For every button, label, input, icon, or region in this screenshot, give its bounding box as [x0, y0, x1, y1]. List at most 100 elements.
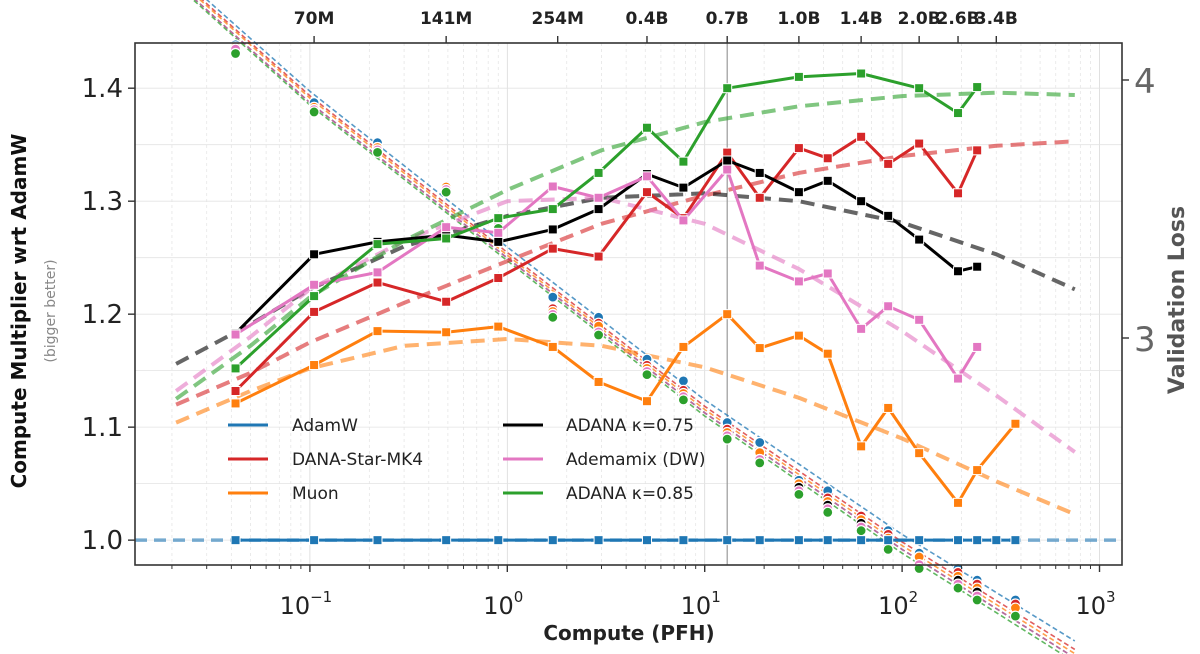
- ademamix-dw-point: [230, 329, 241, 340]
- y-axis-label-right: Validation Loss: [1165, 206, 1190, 394]
- adana-kappa-0-75-point: [722, 155, 733, 166]
- ademamix-dw-point: [722, 164, 733, 175]
- ademamix-dw-series: [230, 164, 983, 384]
- muon-point: [883, 402, 894, 413]
- adamw-point: [309, 535, 320, 546]
- ademamix-dw-point: [972, 341, 983, 352]
- adamw-point: [678, 535, 689, 546]
- adana-kappa-0-85-point: [972, 82, 983, 93]
- legend-entry-muon: Muon: [228, 484, 339, 504]
- x-tick-base: 10: [681, 592, 712, 620]
- adana-kappa-0-85-point: [856, 68, 867, 79]
- dana-star-mk4-loss-fit-line: [201, 0, 1076, 651]
- dana-star-mk4-point: [441, 296, 452, 307]
- muon-point: [953, 497, 964, 508]
- muon-point: [914, 448, 925, 459]
- adana-kappa-0-85-loss-point: [440, 186, 452, 198]
- dana-star-mk4-line: [234, 135, 979, 393]
- x-tick-base: 10: [280, 592, 311, 620]
- legend-entry-adamw: AdamW: [228, 416, 358, 436]
- adamw-point: [722, 535, 733, 546]
- top-tick-label: 2.0B: [898, 9, 941, 29]
- ademamix-dw-point: [754, 260, 765, 271]
- adana-kappa-0-85-loss-point: [308, 106, 320, 118]
- top-tick-label: 1.0B: [777, 9, 820, 29]
- x-tick-base: 10: [878, 592, 909, 620]
- ademamix-dw-point: [678, 215, 689, 226]
- muon-point: [793, 330, 804, 341]
- legend-entry-dana-star-mk4: DANA-Star-MK4: [228, 450, 423, 470]
- adamw-point: [793, 535, 804, 546]
- adamw-point: [991, 535, 1002, 546]
- x-tick-exponent: 2: [909, 588, 919, 606]
- adana-kappa-0-75-point: [953, 266, 964, 277]
- ademamix-dw-point: [822, 268, 833, 279]
- adana-kappa-0-75-point: [309, 249, 320, 260]
- adana-kappa-0-85-point: [593, 167, 604, 178]
- plot-frame: [134, 42, 1123, 566]
- ademamix-dw-loss-fit-line: [194, 0, 1071, 654]
- adamw-point: [547, 535, 558, 546]
- y-tick-label: 1.2: [82, 300, 123, 330]
- dana-star-mk4-point: [914, 138, 925, 149]
- adana-kappa-0-85-loss-series: [229, 47, 1022, 622]
- legend-label: Muon: [292, 484, 339, 504]
- dana-star-mk4-point: [309, 306, 320, 317]
- x-tick-base: 10: [1075, 592, 1106, 620]
- adamw-point: [754, 535, 765, 546]
- adana-kappa-0-85-loss-point: [592, 329, 605, 341]
- y-tick-label: 1.3: [82, 187, 123, 217]
- adana-kappa-0-85-point: [641, 122, 652, 133]
- adana-kappa-0-75-point: [822, 175, 833, 186]
- adana-kappa-0-75-point: [678, 182, 689, 193]
- muon-point: [547, 341, 558, 352]
- dana-star-mk4-point: [822, 153, 833, 164]
- adana-kappa-0-85-loss-point: [952, 582, 964, 594]
- adana-kappa-0-75-point: [914, 234, 925, 245]
- adamw-point: [883, 535, 894, 546]
- adana-kappa-0-85-point: [230, 363, 241, 374]
- top-tick-label: 141M: [420, 9, 472, 29]
- x-tick-exponent: 1: [711, 588, 721, 606]
- adana-kappa-0-85-point: [441, 233, 452, 244]
- top-tick-label: 2.6B: [936, 9, 979, 29]
- legend-entry-adana-075: ADANA κ=0.75: [503, 416, 694, 436]
- adana-kappa-0-85-fit-line: [174, 90, 1075, 401]
- y-axis-label-left: Compute Multiplier wrt AdamW: [7, 134, 31, 489]
- adamw-point: [641, 535, 652, 546]
- adana-kappa-0-85-loss-point: [882, 543, 894, 556]
- adana-kappa-0-85-loss-point: [793, 488, 805, 500]
- ademamix-dw-point: [593, 192, 604, 203]
- adamw-loss-point: [547, 291, 559, 303]
- adana-kappa-0-85-point: [309, 291, 320, 302]
- legend-entry-ademamix: Ademamix (DW): [503, 450, 705, 470]
- muon-point: [972, 465, 983, 476]
- adana-kappa-0-75-point: [883, 210, 894, 221]
- adana-kappa-0-85-loss-point: [547, 311, 559, 323]
- muon-loss-fit-line: [199, 0, 1076, 654]
- x-tick-base: 10: [483, 592, 514, 620]
- adana-kappa-0-75-point: [972, 261, 983, 272]
- adamw-series: [230, 535, 1021, 546]
- dana-star-mk4-point: [754, 192, 765, 203]
- ademamix-dw-point: [793, 276, 804, 287]
- ademamix-dw-line: [234, 168, 979, 381]
- x-tick-exponent: 3: [1106, 588, 1116, 606]
- adana-kappa-0-85-point: [953, 108, 964, 119]
- ademamix-dw-point: [641, 171, 652, 182]
- muon-point: [493, 321, 504, 332]
- adamw-point: [953, 535, 964, 546]
- top-tick-label: 254M: [531, 9, 583, 29]
- ademamix-dw-point: [441, 222, 452, 233]
- muon-line: [234, 312, 1017, 505]
- y-tick-label: 1.0: [82, 526, 123, 556]
- dana-star-mk4-point: [547, 243, 558, 254]
- y-axis-sublabel-left: (bigger better): [43, 259, 59, 362]
- ademamix-dw-point: [856, 323, 867, 334]
- ademamix-dw-fit-line: [174, 195, 1076, 454]
- muon-point: [372, 326, 383, 337]
- dana-star-mk4-series: [230, 131, 983, 396]
- ademamix-dw-point: [372, 267, 383, 278]
- adana-kappa-0-75-point: [754, 167, 765, 178]
- dana-star-mk4-point: [641, 187, 652, 198]
